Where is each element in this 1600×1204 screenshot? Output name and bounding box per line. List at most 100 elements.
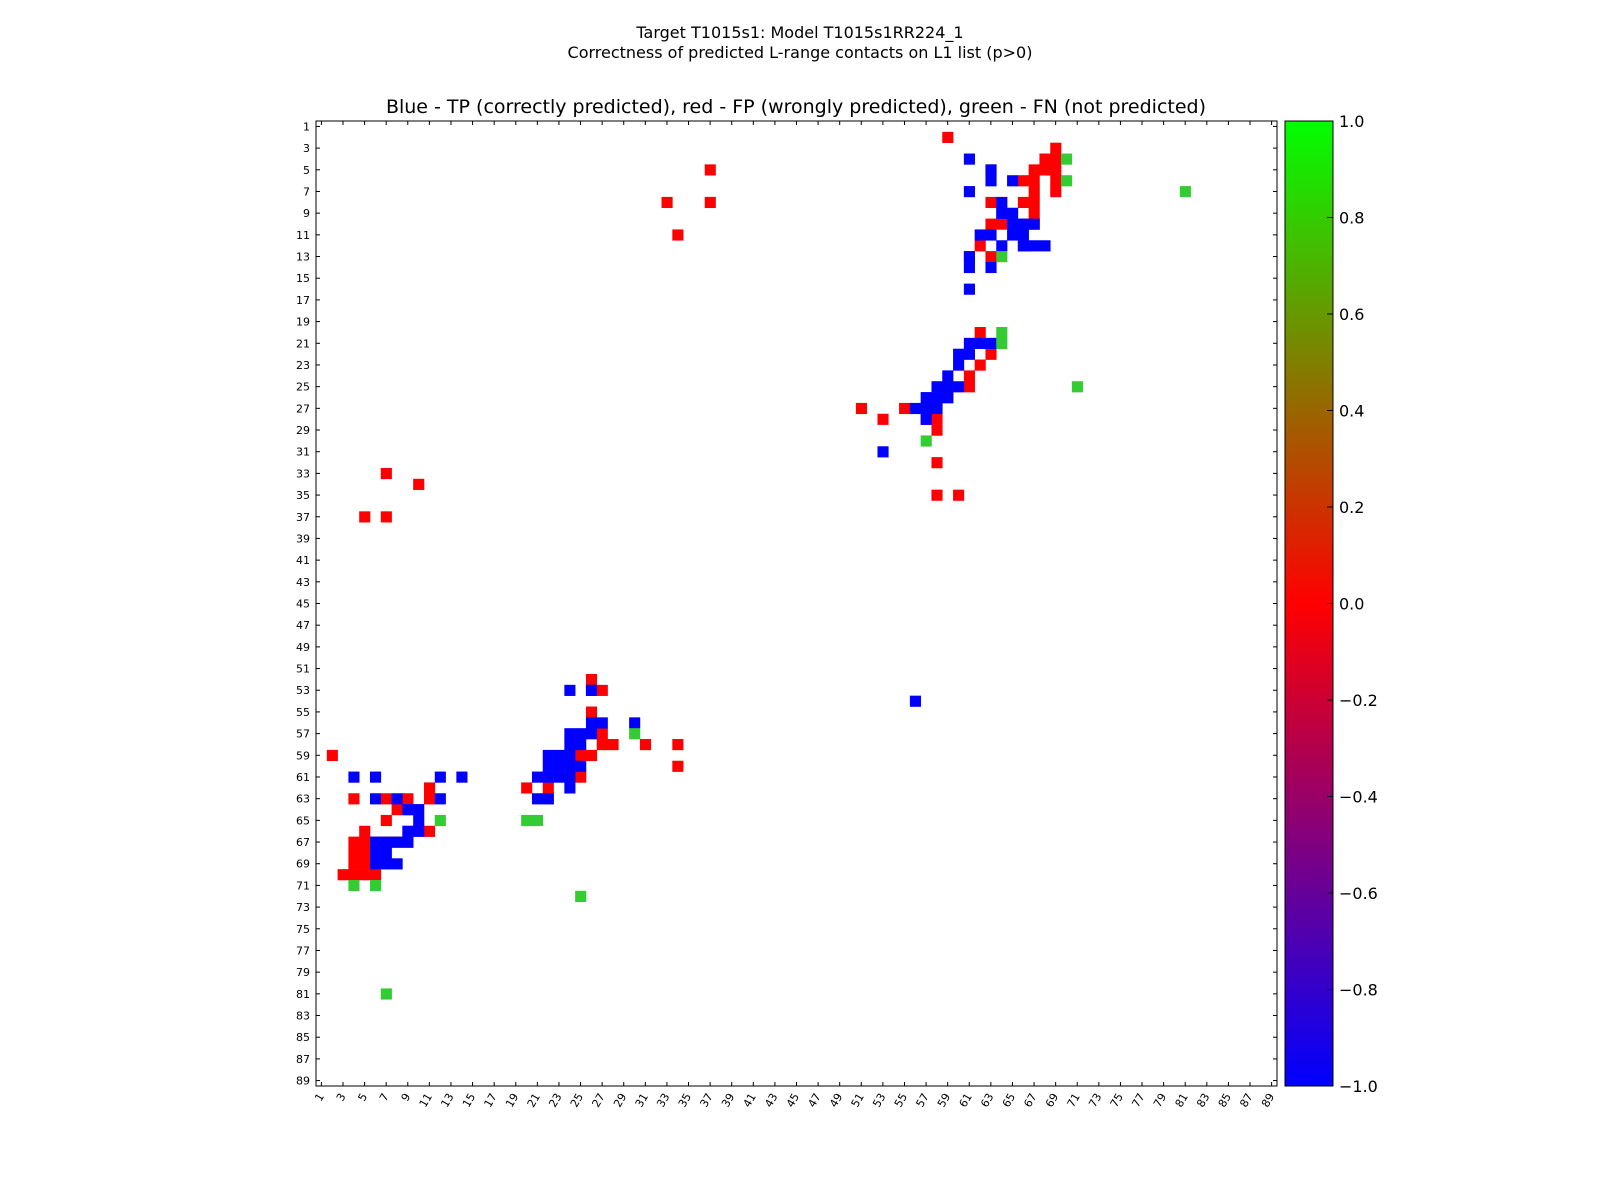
y-tick-label: 9 (303, 207, 310, 220)
cell-fp (953, 489, 965, 501)
cell-fp (380, 467, 392, 480)
cell-tp (391, 836, 403, 848)
cell-fp (985, 218, 997, 230)
cell-fn (531, 814, 544, 827)
y-tick-label: 63 (296, 793, 310, 806)
cell-fp (855, 402, 867, 415)
cell-tp (413, 825, 425, 837)
cell-tp (1017, 240, 1029, 252)
cell-tp (575, 739, 587, 751)
cell-tp (963, 153, 975, 165)
cell-tp (434, 793, 446, 805)
y-tick-label: 19 (296, 316, 310, 329)
cell-fn (521, 814, 533, 827)
cell-fp (369, 869, 382, 881)
cell-tp (629, 717, 641, 729)
cell-tp (564, 684, 576, 696)
cell-fp (423, 782, 436, 794)
cell-tp (402, 825, 414, 837)
cell-tp (985, 164, 997, 176)
cell-tp (564, 782, 576, 794)
colorbar-tick-label: 0.4 (1339, 402, 1364, 421)
cell-fp (585, 706, 598, 718)
x-tick-label: 11 (417, 1091, 435, 1110)
cell-tp (380, 847, 392, 859)
cell-tp (920, 392, 932, 404)
x-tick-label: 47 (805, 1091, 823, 1110)
cell-fp (359, 836, 371, 848)
cell-fp (359, 858, 371, 870)
x-tick-label: 57 (913, 1091, 931, 1110)
cell-tp (985, 175, 997, 187)
cell-tp (963, 186, 975, 198)
cell-fn (996, 251, 1008, 263)
y-tick-label: 73 (296, 901, 310, 914)
cell-fp (542, 782, 554, 794)
x-tick-label: 23 (546, 1091, 564, 1110)
cell-fn (380, 988, 392, 1000)
cell-fp (326, 749, 338, 762)
cell-tp (985, 261, 997, 274)
cell-tp (1028, 240, 1040, 252)
cell-fp (1017, 196, 1029, 209)
cell-fp (974, 359, 986, 371)
y-tick-label: 33 (296, 467, 310, 480)
cell-fp (359, 511, 371, 523)
colorbar-tick-label: −1.0 (1339, 1077, 1378, 1096)
cell-fp (985, 196, 997, 209)
x-tick-label: 31 (633, 1091, 651, 1110)
cell-fn (996, 327, 1008, 339)
cell-fp (1028, 175, 1040, 187)
cell-tp (931, 402, 943, 415)
colorbar-tick-label: 0.8 (1339, 209, 1364, 228)
cell-tp (564, 771, 576, 783)
x-tick-label: 81 (1173, 1091, 1191, 1110)
x-tick-label: 9 (399, 1091, 414, 1104)
cell-tp (564, 760, 576, 772)
cell-fp (337, 869, 349, 881)
x-tick-label: 49 (827, 1091, 845, 1110)
cell-tp (391, 858, 403, 870)
cell-tp (1007, 207, 1019, 219)
x-tick-label: 65 (1000, 1091, 1018, 1110)
chart-subtitle: Correctness of predicted L-range contact… (568, 43, 1033, 62)
y-tick-label: 79 (296, 966, 310, 979)
cell-tp (553, 760, 565, 772)
cell-tp (996, 207, 1008, 219)
cell-tp (1007, 229, 1019, 241)
cell-fp (423, 825, 436, 837)
chart-title: Target T1015s1: Model T1015s1RR224_1 (635, 23, 963, 43)
cell-tp (434, 771, 446, 783)
cell-tp (575, 760, 587, 772)
x-tick-label: 87 (1237, 1091, 1255, 1110)
cell-tp (1007, 218, 1019, 230)
cell-fp (704, 196, 716, 209)
x-tick-label: 1 (312, 1091, 327, 1104)
cell-fp (380, 511, 392, 523)
cell-fp (877, 413, 889, 425)
y-tick-label: 77 (296, 944, 310, 957)
y-tick-label: 7 (303, 185, 310, 198)
colorbar-axis: 1.0 0.8 0.6 0.4 0.2 0.0 −0.2 −0.4 −0.6 −0.8 −1.0 (1327, 112, 1378, 1096)
cell-tp (1017, 218, 1029, 230)
y-tick-label: 45 (296, 598, 310, 611)
x-tick-label: 83 (1194, 1091, 1212, 1110)
x-tick-label: 33 (654, 1091, 672, 1110)
cell-fp (413, 478, 425, 490)
cell-tp (963, 283, 975, 295)
y-tick-label: 21 (296, 337, 310, 350)
cell-fp (1028, 207, 1040, 219)
cell-tp (963, 251, 975, 263)
cell-fp (1028, 196, 1040, 209)
cell-fp (585, 673, 598, 686)
y-tick-label: 75 (296, 923, 310, 936)
cell-tp (953, 359, 965, 371)
x-tick-label: 75 (1108, 1091, 1126, 1110)
y-tick-label: 61 (296, 771, 310, 784)
cell-tp (963, 348, 975, 360)
cell-fp (596, 728, 608, 740)
cell-tp (369, 771, 382, 783)
x-tick-label: 39 (719, 1091, 737, 1110)
cell-tp (402, 804, 414, 816)
